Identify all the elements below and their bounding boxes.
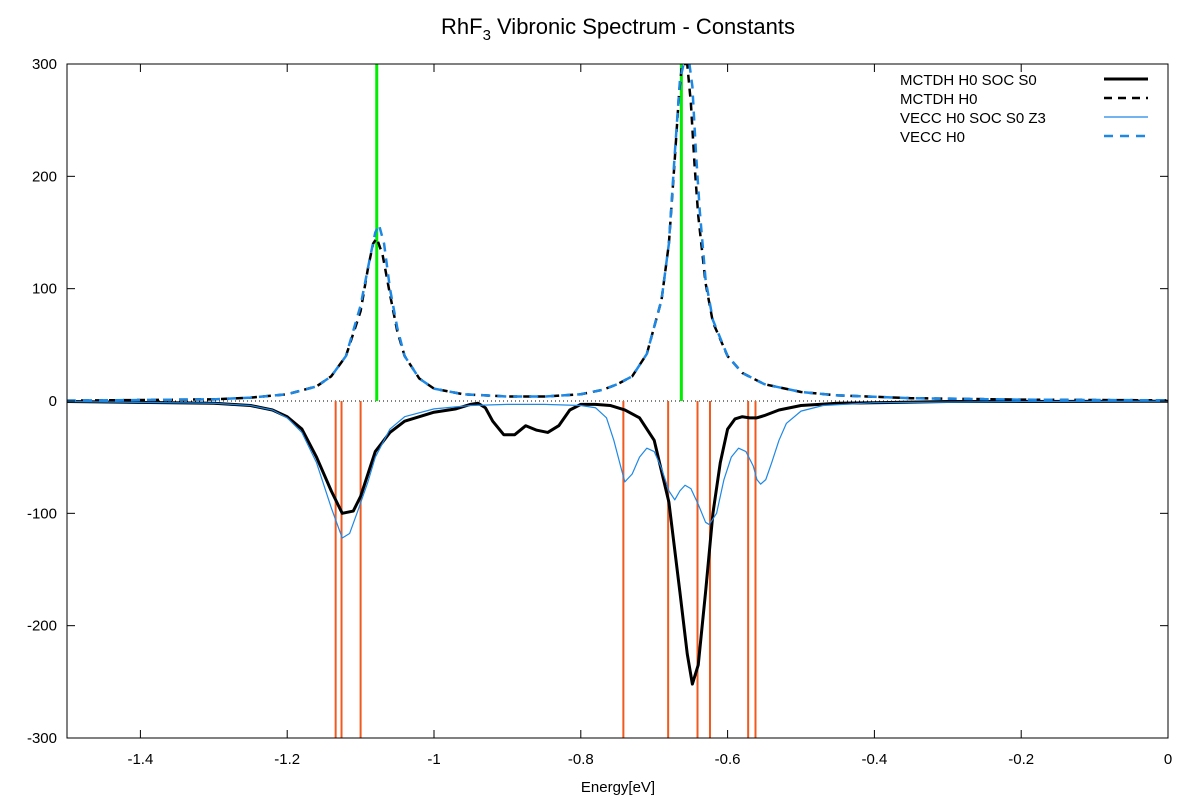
chart-title-prefix: RhF — [441, 14, 483, 39]
chart-title: RhF3 Vibronic Spectrum - Constants — [441, 14, 795, 44]
y-tick-label-1: -200 — [27, 618, 57, 635]
chart-title-subscript: 3 — [483, 27, 491, 44]
x-tick-label-0: -1.4 — [127, 751, 153, 768]
y-tick-label-0: -300 — [27, 730, 57, 747]
axis-ticks: -1.4 -1.2 -1 -0.8 -0.6 -0.4 -0.2 0 -300 -200 -100 0… — [27, 56, 1172, 768]
legend-label-2: VECC H0 SOC S0 Z3 — [900, 110, 1046, 127]
series-lines — [67, 64, 1168, 686]
legend: MCTDH H0 SOC S0 MCTDH H0 VECC H0 SOC S0 Z3… — [900, 72, 1148, 146]
y-tick-label-4: 100 — [32, 281, 57, 298]
y-tick-label-2: -100 — [27, 505, 57, 522]
legend-label-3: VECC H0 — [900, 129, 965, 146]
x-axis-label: Energy[eV] — [581, 779, 655, 796]
x-tick-label-3: -0.8 — [568, 751, 594, 768]
y-tick-label-3: 0 — [49, 393, 57, 410]
x-tick-label-4: -0.6 — [715, 751, 741, 768]
series-line-3 — [67, 64, 1168, 402]
reference-lines — [334, 64, 757, 738]
x-tick-label-7: 0 — [1164, 751, 1172, 768]
x-tick-label-5: -0.4 — [861, 751, 887, 768]
y-tick-label-5: 200 — [32, 168, 57, 185]
x-tick-label-2: -1 — [427, 751, 440, 768]
x-tick-label-1: -1.2 — [274, 751, 300, 768]
series-line-0 — [67, 399, 1168, 686]
legend-label-1: MCTDH H0 — [900, 91, 978, 108]
y-tick-label-6: 300 — [32, 56, 57, 73]
series-line-2 — [67, 400, 1168, 539]
chart-title-suffix: Vibronic Spectrum - Constants — [491, 14, 795, 39]
legend-label-0: MCTDH H0 SOC S0 — [900, 72, 1037, 89]
x-tick-label-6: -0.2 — [1008, 751, 1034, 768]
